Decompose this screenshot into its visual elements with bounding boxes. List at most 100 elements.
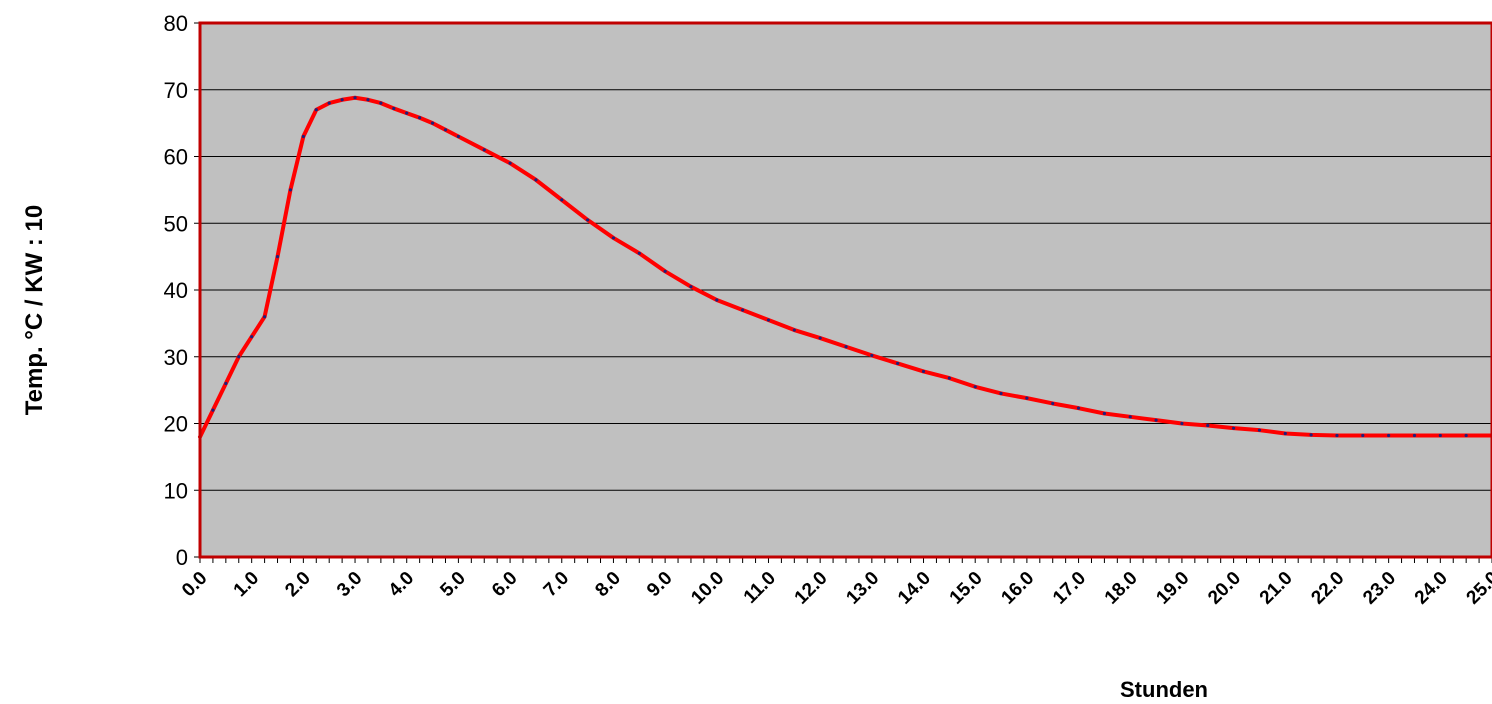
data-point [792, 328, 796, 332]
y-tick-label: 50 [164, 211, 188, 236]
y-tick-label: 10 [164, 478, 188, 503]
data-point [663, 269, 667, 273]
x-tick-label: 17.0 [1049, 568, 1090, 609]
x-tick-label: 1.0 [230, 568, 264, 602]
x-tick-label: 4.0 [385, 568, 419, 602]
data-point [263, 315, 267, 319]
x-tick-label: 25.0 [1463, 568, 1492, 609]
x-tick-label: 14.0 [894, 568, 935, 609]
data-point [1180, 421, 1184, 426]
data-point [224, 381, 228, 386]
data-point [1128, 415, 1132, 419]
data-point [353, 96, 357, 100]
data-point [211, 408, 215, 412]
data-point [1412, 433, 1417, 438]
x-tick-label: 22.0 [1307, 568, 1348, 609]
data-point [586, 218, 590, 222]
data-point [999, 391, 1003, 396]
y-tick-label: 30 [164, 345, 188, 370]
x-tick-label: 15.0 [946, 568, 987, 609]
data-point [327, 101, 331, 105]
x-tick-label: 21.0 [1256, 568, 1297, 609]
x-tick-label: 9.0 [643, 568, 677, 602]
data-point [456, 134, 460, 139]
data-point [301, 134, 305, 139]
data-point [715, 298, 719, 302]
data-point [1257, 428, 1262, 432]
data-point [1206, 423, 1210, 428]
data-point [443, 128, 448, 132]
x-tick-label: 16.0 [997, 568, 1038, 609]
data-point [340, 98, 344, 102]
data-point [534, 178, 538, 182]
data-point [1438, 433, 1442, 438]
data-point [1283, 431, 1287, 436]
data-point [921, 369, 926, 374]
data-point [237, 355, 241, 359]
data-point [1361, 433, 1365, 438]
data-point [560, 198, 564, 202]
data-point [1387, 433, 1391, 438]
y-tick-label: 60 [164, 145, 188, 170]
x-axis-ticks: 0.0 1.0 2.0 3.0 4.0 5.0 6.0 7.0 8.0 9.0 10.0 11.0 12… [178, 557, 1492, 609]
x-tick-label: 20.0 [1204, 568, 1245, 609]
data-point [250, 335, 254, 339]
data-point [1051, 401, 1055, 406]
data-point [637, 251, 641, 255]
data-point [973, 385, 977, 389]
data-point [366, 98, 370, 102]
x-tick-label: 3.0 [333, 568, 367, 602]
x-tick-label: 18.0 [1101, 568, 1142, 609]
x-axis-label: Stunden [1120, 677, 1208, 702]
data-point [1464, 433, 1468, 438]
data-point [288, 188, 293, 192]
data-point [482, 148, 486, 152]
data-point [314, 108, 318, 112]
x-tick-label: 11.0 [740, 568, 780, 608]
x-tick-label: 5.0 [436, 568, 470, 602]
data-point [844, 345, 848, 349]
y-axis-label: Temp. °C / KW : 10 [21, 205, 48, 416]
x-tick-label: 12.0 [791, 568, 832, 609]
data-point [689, 285, 693, 289]
x-tick-label: 6.0 [488, 568, 522, 602]
y-tick-label: 70 [164, 78, 188, 103]
data-point [430, 121, 435, 125]
data-point [1154, 418, 1158, 422]
data-point [405, 111, 409, 115]
data-point [870, 353, 874, 358]
y-tick-label: 40 [164, 278, 188, 303]
data-point [1102, 411, 1106, 416]
data-point [896, 361, 900, 366]
y-tick-label: 20 [164, 412, 188, 437]
plot-frame [198, 21, 1492, 559]
x-tick-label: 19.0 [1152, 568, 1193, 609]
data-point [766, 318, 771, 322]
data-point [1076, 406, 1081, 410]
x-tick-label: 2.0 [281, 568, 315, 602]
gridlines [200, 89, 1492, 491]
data-point [947, 376, 951, 380]
data-point [611, 236, 616, 240]
x-tick-label: 8.0 [591, 568, 625, 602]
x-tick-label: 10.0 [687, 568, 728, 609]
data-point [418, 116, 422, 120]
data-point [508, 161, 512, 165]
x-tick-label: 13.0 [842, 568, 883, 609]
data-point [1232, 426, 1236, 430]
data-point [741, 308, 745, 312]
x-tick-label: 24.0 [1411, 568, 1452, 609]
data-point [379, 101, 383, 105]
x-tick-label: 7.0 [540, 568, 574, 602]
data-point [275, 255, 280, 259]
data-point [1025, 396, 1029, 400]
data-point [818, 336, 822, 340]
data-point [1309, 433, 1313, 437]
y-tick-label: 0 [176, 545, 188, 570]
x-tick-label: 0.0 [178, 568, 212, 602]
data-point [1335, 433, 1339, 438]
y-tick-label: 80 [164, 11, 188, 36]
x-tick-label: 23.0 [1359, 568, 1400, 609]
y-axis-ticks: 0 10 20 30 40 50 60 70 80 [164, 11, 200, 570]
